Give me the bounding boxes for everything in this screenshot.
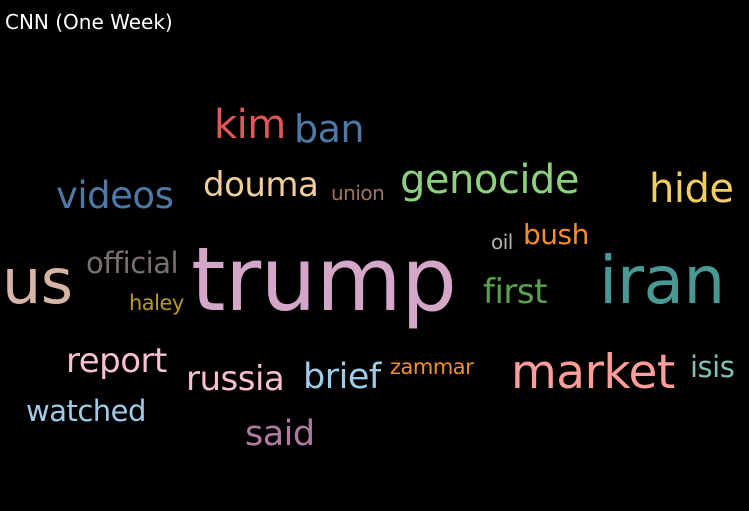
word-hide: hide	[649, 166, 734, 212]
word-watched: watched	[26, 394, 146, 428]
word-ban: ban	[294, 107, 365, 151]
word-videos: videos	[56, 174, 174, 217]
word-report: report	[66, 341, 167, 381]
chart-title: CNN (One Week)	[5, 10, 173, 34]
word-douma: douma	[203, 165, 319, 205]
word-said: said	[245, 414, 315, 454]
word-isis: isis	[690, 350, 735, 384]
word-us: us	[2, 245, 73, 318]
word-trump: trump	[191, 228, 457, 331]
word-zammar: zammar	[390, 355, 474, 379]
word-brief: brief	[303, 357, 381, 397]
word-union: union	[331, 181, 385, 205]
word-bush: bush	[523, 218, 589, 251]
word-russia: russia	[186, 359, 285, 399]
word-haley: haley	[129, 291, 184, 315]
word-oil: oil	[491, 230, 513, 254]
word-first: first	[483, 272, 547, 312]
word-kim: kim	[214, 102, 286, 148]
word-official: official	[86, 246, 179, 280]
word-iran: iran	[599, 242, 725, 319]
word-genocide: genocide	[400, 157, 579, 203]
word-market: market	[511, 345, 675, 400]
